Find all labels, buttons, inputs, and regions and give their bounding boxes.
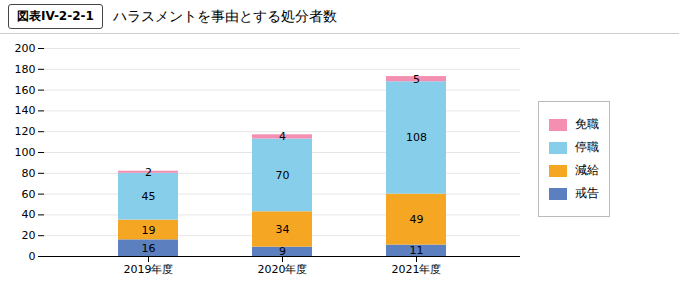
svg-text:2021年度: 2021年度 bbox=[392, 263, 442, 276]
svg-text:11: 11 bbox=[410, 244, 424, 257]
html-text:停職: 停職 bbox=[575, 140, 599, 154]
svg-text:20: 20 bbox=[22, 229, 36, 242]
svg-text:9: 9 bbox=[279, 245, 286, 259]
svg-text:19: 19 bbox=[142, 224, 156, 237]
svg-text:2020年度: 2020年度 bbox=[258, 263, 308, 276]
svg-text:45: 45 bbox=[142, 190, 156, 203]
svg-text:40: 40 bbox=[22, 208, 36, 221]
svg-text:34: 34 bbox=[276, 223, 290, 236]
svg-text:2: 2 bbox=[145, 166, 152, 179]
svg-text:60: 60 bbox=[22, 188, 36, 201]
svg-text:70: 70 bbox=[276, 169, 290, 182]
html-text:図表IV-2-2-1: 図表IV-2-2-1 bbox=[17, 9, 94, 23]
svg-text:80: 80 bbox=[22, 167, 36, 180]
html-text:戒告: 戒告 bbox=[575, 186, 599, 200]
html-text:免職: 免職 bbox=[575, 117, 599, 131]
svg-text:16: 16 bbox=[142, 242, 156, 255]
svg-text:5: 5 bbox=[413, 73, 420, 86]
svg-text:120: 120 bbox=[15, 125, 36, 138]
html-text:減給: 減給 bbox=[575, 163, 599, 177]
svg-text:200: 200 bbox=[15, 42, 36, 55]
svg-text:180: 180 bbox=[15, 63, 36, 76]
svg-text:140: 140 bbox=[15, 104, 36, 117]
svg-text:108: 108 bbox=[406, 131, 427, 144]
svg-text:2019年度: 2019年度 bbox=[124, 263, 174, 276]
svg-text:100: 100 bbox=[15, 146, 36, 159]
svg-text:0: 0 bbox=[29, 250, 36, 263]
svg-text:49: 49 bbox=[410, 213, 424, 226]
html-text:ハラスメントを事由とする処分者数: ハラスメントを事由とする処分者数 bbox=[112, 7, 337, 24]
svg-text:160: 160 bbox=[15, 84, 36, 97]
svg-text:4: 4 bbox=[279, 130, 286, 143]
